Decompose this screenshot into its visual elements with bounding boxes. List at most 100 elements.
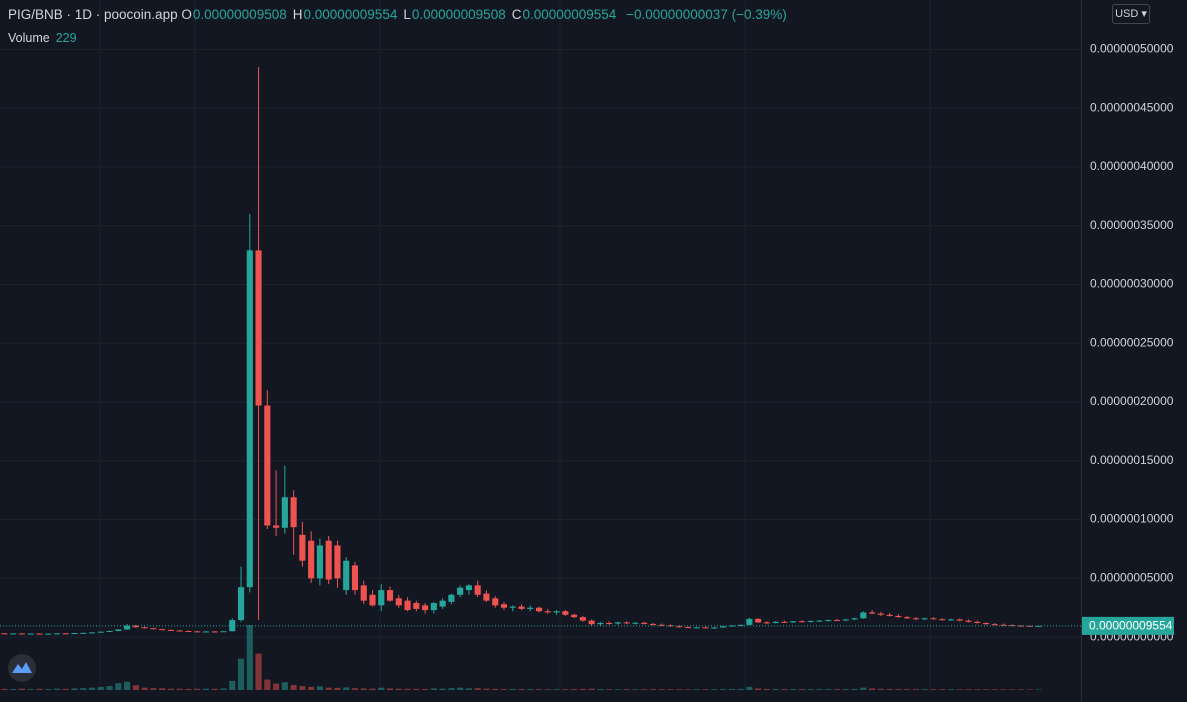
price-axis: 0.000000000000.000000050000.000000100000… [1082,42,1174,643]
volume-bar [720,689,727,690]
volume-bar [290,685,297,690]
candle-body [53,633,61,635]
candle-body [579,617,586,621]
volume-bar [316,686,323,690]
candle-body [246,250,253,588]
candle-body [71,633,78,635]
volume-bar [597,689,604,690]
volume-bar [693,689,700,690]
volume-bar [27,689,34,690]
volume-bar [956,689,963,690]
candle-body [956,619,963,621]
volume-bar [220,688,227,690]
candle-body [798,621,806,623]
candle-body [667,625,674,627]
volume-bar [912,689,919,690]
volume-bar [667,689,674,690]
candle-body [825,620,832,622]
currency-button[interactable]: USD ▾ [1112,4,1150,24]
volume-bar [325,687,332,690]
candle-body [790,621,797,623]
volume-bar [772,689,779,690]
volume-bar [45,689,52,690]
volume-bar [422,689,429,690]
candle-body [27,633,34,635]
candle-body [369,594,376,606]
volume-bar [588,688,595,690]
volume-legend: Volume 229 [8,31,77,45]
candle-body [430,603,437,611]
volume-bar [88,687,96,690]
volume-bar [474,688,481,690]
candle-body [132,625,139,628]
candle-body [404,600,411,611]
candle-body [693,627,700,629]
volume-bar [781,689,788,690]
candle-body [527,607,534,609]
volume-bar [535,689,543,690]
logo-bg [8,654,36,682]
candle-body [229,620,236,632]
candle-body [80,632,87,634]
candle-body [869,612,876,614]
volume-bar [579,688,586,690]
volume-bar [711,689,718,690]
y-tick-label: 0.00000040000 [1090,159,1174,173]
candle-body [772,621,779,623]
volume-bar [62,688,69,690]
volume-bar [237,658,245,690]
volume-bar [132,685,139,690]
volume-bar [194,688,201,690]
candle-body [851,618,858,620]
logo-mark [12,662,32,673]
candle-body [316,545,323,579]
ohlc-legend: O0.00000009508 H0.00000009554 L0.000000095… [181,7,622,22]
candle-body [597,622,604,625]
logo [8,654,36,682]
candle-body [474,585,481,595]
candle-body [220,631,227,633]
candle-body [982,622,990,625]
volume-bar [10,689,17,690]
candle-body [1000,624,1007,626]
candle-body [124,625,131,630]
volume-bar [176,688,183,690]
volume-bar [676,689,683,690]
volume-bar [115,683,122,690]
volume-bar [1018,689,1025,690]
ohlc-key: H [292,7,303,22]
candle-body [641,622,648,624]
volume-bar [632,689,639,690]
candle-body [465,585,472,591]
volume-bar [273,683,280,690]
candle-body [842,619,849,621]
volume-bar [167,688,174,690]
ohlc-key: C [511,7,522,22]
candle-body [106,630,113,632]
candle-body [325,540,332,580]
candle-body [115,629,122,631]
volume-bar [623,689,630,690]
volume-bar [606,689,613,690]
volume-bar [334,687,341,690]
volume-bar [571,689,578,690]
candle-body [755,618,762,623]
volume-bar [299,686,306,690]
volume-bar [991,689,998,690]
ohlc-value: 0.00000009508 [411,7,506,22]
volume-bar [378,687,385,690]
candle-body [939,619,946,621]
volume-bar [1009,689,1016,690]
candle-body [351,565,359,591]
volume-bar [106,686,113,690]
volume-bar [202,688,210,690]
candle-body [194,631,201,633]
candle-body [833,620,841,622]
change: −0.00000000037 (−0.39%) [626,7,787,22]
candle-body [62,633,69,635]
volume-bar [833,689,841,690]
volume-bar [877,688,884,690]
candle-body [895,615,902,618]
candle-body [509,606,516,608]
